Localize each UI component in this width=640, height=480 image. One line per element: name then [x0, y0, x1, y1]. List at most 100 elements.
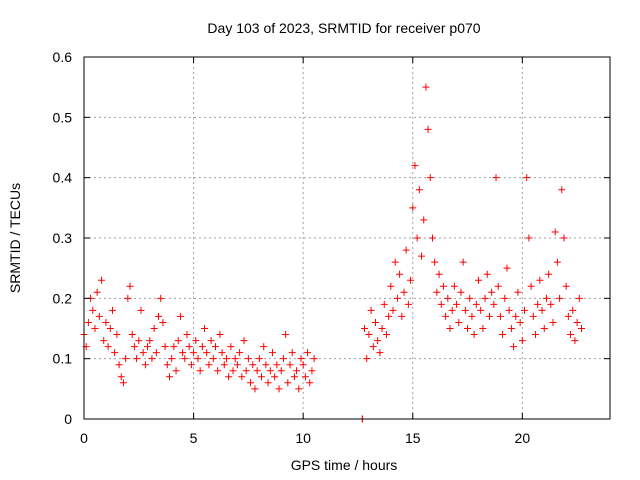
data-point — [183, 331, 191, 339]
x-tick-label: 0 — [80, 430, 88, 446]
data-point — [501, 294, 509, 302]
data-point — [516, 318, 524, 326]
data-point — [470, 331, 478, 339]
data-point — [214, 367, 222, 375]
data-point — [448, 306, 456, 314]
y-tick-label: 0.3 — [53, 230, 73, 246]
data-point — [567, 331, 575, 339]
data-point — [275, 385, 283, 393]
data-point — [507, 325, 515, 332]
data-point — [459, 258, 467, 266]
data-point — [398, 312, 406, 320]
data-point — [264, 379, 272, 387]
data-point — [126, 282, 134, 290]
data-point — [284, 379, 292, 387]
data-point — [494, 282, 502, 290]
data-point — [222, 355, 230, 363]
data-point — [196, 367, 204, 375]
data-point — [238, 373, 246, 381]
data-point — [279, 355, 287, 363]
data-point — [404, 300, 412, 308]
data-point — [205, 361, 213, 369]
data-point — [367, 306, 375, 314]
data-point — [209, 355, 217, 363]
data-point — [233, 361, 241, 369]
data-point — [244, 355, 252, 363]
data-point — [542, 294, 550, 302]
data-point — [422, 83, 430, 91]
data-point — [540, 325, 548, 332]
x-tick-label: 15 — [405, 430, 421, 446]
tick-labels: 0 5 10 15 20 0 0.1 0.2 0.3 0.4 0.5 0.6 — [53, 49, 531, 446]
data-point — [534, 300, 542, 308]
data-point — [174, 337, 182, 345]
data-point — [418, 252, 426, 260]
data-point — [503, 264, 511, 272]
data-point — [163, 361, 171, 369]
data-points — [80, 83, 586, 423]
data-point — [400, 288, 408, 296]
data-point — [549, 318, 557, 326]
data-point — [247, 379, 255, 387]
data-point — [148, 355, 156, 363]
data-point — [266, 367, 274, 375]
data-point — [146, 337, 154, 345]
data-point — [485, 312, 493, 320]
data-point — [111, 349, 119, 357]
data-point — [299, 361, 307, 369]
data-point — [98, 276, 106, 284]
data-point — [545, 270, 553, 278]
data-point — [262, 361, 270, 369]
chart-title: Day 103 of 2023, SRMTID for receiver p07… — [207, 20, 480, 36]
data-point — [435, 270, 443, 278]
data-point — [159, 318, 167, 326]
data-point — [216, 331, 224, 339]
data-point — [453, 300, 461, 308]
data-point — [536, 276, 544, 284]
data-point — [192, 337, 200, 345]
data-point — [457, 288, 465, 296]
data-point — [420, 216, 428, 224]
data-point — [152, 349, 160, 357]
data-point — [387, 282, 395, 290]
data-point — [531, 331, 539, 339]
data-point — [161, 343, 169, 351]
data-point — [157, 294, 165, 302]
data-point — [496, 312, 504, 320]
data-point — [361, 325, 369, 332]
data-point — [102, 318, 110, 326]
data-point — [492, 174, 500, 182]
data-point — [464, 325, 472, 332]
data-point — [249, 361, 257, 369]
data-point — [128, 331, 136, 339]
data-point — [293, 367, 301, 375]
data-point — [273, 361, 281, 369]
data-point — [371, 318, 379, 326]
data-point — [106, 325, 114, 332]
data-point — [207, 337, 215, 345]
data-point — [446, 325, 454, 332]
data-point — [391, 258, 399, 266]
data-point — [551, 228, 559, 236]
data-point — [141, 361, 149, 369]
data-point — [165, 373, 173, 381]
data-point — [426, 174, 434, 182]
data-point — [431, 258, 439, 266]
data-point — [286, 361, 294, 369]
data-point — [369, 343, 377, 351]
data-point — [363, 355, 371, 363]
data-point — [304, 349, 312, 357]
data-point — [251, 385, 259, 393]
data-point — [396, 270, 404, 278]
y-tick-label: 0 — [64, 411, 72, 427]
y-tick-label: 0.5 — [53, 109, 73, 125]
data-point — [442, 312, 450, 320]
data-point — [117, 373, 125, 381]
data-point — [475, 276, 482, 284]
data-point — [172, 367, 180, 375]
data-point — [521, 306, 529, 314]
data-point — [119, 379, 127, 387]
y-axis-label: SRMTID / TECUs — [7, 183, 23, 293]
data-point — [424, 125, 432, 133]
data-point — [187, 361, 195, 369]
